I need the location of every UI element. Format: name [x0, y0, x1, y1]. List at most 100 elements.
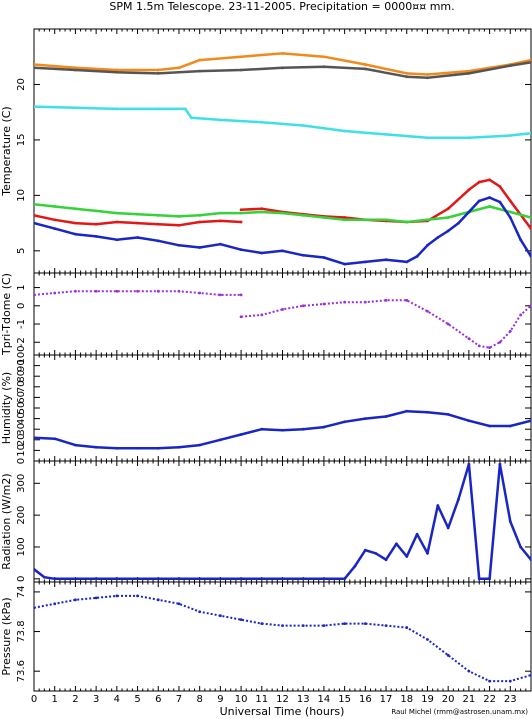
data-point-blue — [508, 424, 512, 428]
y-axis-label: Humidity (%) — [0, 372, 13, 444]
data-point-cyan — [218, 118, 222, 122]
data-point-blue — [467, 419, 471, 423]
data-point-purple — [34, 293, 36, 297]
data-point-orange — [529, 58, 531, 62]
data-point-purple — [467, 337, 471, 340]
x-tick-label: 20 — [442, 694, 455, 705]
y-axis-label: Temperature (C) — [0, 106, 13, 196]
x-tick-label: 6 — [155, 694, 161, 705]
data-point-blue — [94, 235, 98, 238]
data-point-blue — [260, 622, 264, 626]
x-tick-label: 16 — [359, 694, 372, 705]
y-tick-label: 20 — [16, 433, 27, 446]
y-axis-label: Tpri-Tdome (C) — [0, 273, 13, 356]
data-point-red — [239, 208, 243, 212]
data-point-blue — [446, 229, 450, 233]
data-point-purple — [156, 289, 160, 293]
data-point-blue — [198, 610, 202, 614]
x-tick-label: 12 — [276, 694, 289, 705]
data-point-blue — [529, 558, 531, 562]
y-tick-label: 0 — [16, 576, 27, 582]
data-point-blue — [498, 462, 502, 466]
data-point-blue — [519, 545, 523, 549]
data-point-red — [53, 218, 57, 222]
data-point-green — [115, 211, 119, 215]
data-point-purple — [384, 298, 388, 302]
y-tick-label: 300 — [16, 474, 27, 493]
series-cyan-2 — [34, 105, 531, 139]
data-point-gray — [508, 64, 512, 67]
data-point-orange — [177, 66, 181, 70]
data-point-blue — [384, 415, 388, 418]
data-point-gray — [198, 69, 202, 73]
data-point-blue — [488, 196, 491, 199]
y-tick-label: 10 — [16, 189, 27, 202]
y-tick-label: 200 — [16, 506, 27, 525]
data-point-blue — [301, 427, 305, 431]
data-point-gray — [405, 75, 409, 79]
data-point-red — [260, 207, 264, 211]
data-point-blue — [53, 602, 57, 606]
data-point-red — [239, 220, 243, 224]
data-point-blue — [353, 564, 357, 568]
data-point-blue — [156, 598, 160, 602]
data-point-blue — [34, 221, 36, 225]
data-point-blue — [343, 420, 347, 424]
data-point-blue — [94, 445, 98, 449]
x-tick-label: 9 — [217, 694, 223, 705]
data-point-red — [488, 178, 491, 182]
y-tick-label: 73.6 — [16, 660, 27, 682]
data-point-blue — [42, 575, 46, 579]
y-tick-label: 90 — [16, 359, 27, 372]
data-point-purple — [94, 289, 98, 293]
data-point-blue — [239, 433, 243, 436]
y-tick-label: 100 — [16, 345, 27, 364]
data-point-green — [446, 216, 450, 219]
data-point-green — [136, 212, 139, 216]
y-tick-label: 74 — [16, 586, 27, 599]
data-point-green — [343, 218, 347, 222]
data-point-blue — [384, 558, 388, 562]
x-tick-label: 10 — [235, 694, 248, 705]
y-tick-label: 5 — [16, 248, 27, 254]
x-tick-label: 13 — [297, 694, 310, 705]
data-point-blue — [363, 548, 367, 552]
data-point-blue — [426, 551, 429, 555]
data-point-gray — [426, 76, 429, 80]
data-point-green — [156, 213, 160, 217]
data-point-blue — [363, 417, 367, 420]
y-tick-label: -1 — [16, 319, 27, 329]
data-point-blue — [488, 424, 491, 428]
data-point-blue — [281, 428, 284, 432]
plot-frame — [33, 460, 532, 583]
x-tick-label: 18 — [400, 694, 413, 705]
data-point-blue — [260, 251, 264, 255]
x-tick-label: 23 — [504, 694, 517, 705]
series-blue-0 — [34, 594, 531, 683]
data-point-red — [34, 213, 36, 217]
data-point-cyan — [467, 136, 471, 140]
data-point-red — [529, 227, 531, 231]
data-point-green — [529, 216, 531, 219]
data-point-blue — [74, 577, 77, 581]
data-point-orange — [363, 63, 367, 66]
data-point-blue — [446, 653, 450, 657]
x-tick-label: 3 — [93, 694, 99, 705]
data-point-blue — [363, 260, 367, 264]
x-tick-label: 22 — [483, 694, 496, 705]
y-tick-label: 30 — [16, 423, 27, 436]
credit-text: Raul Michel (rmm@astrosen.unam.mx) — [391, 708, 528, 716]
data-point-blue — [53, 577, 57, 581]
data-point-blue — [239, 577, 243, 581]
data-point-gray — [34, 66, 36, 70]
data-point-cyan — [156, 107, 160, 111]
data-point-blue — [384, 258, 388, 262]
data-point-green — [260, 210, 264, 214]
data-point-cyan — [343, 129, 347, 133]
data-point-purple — [498, 340, 502, 344]
x-tick-label: 4 — [114, 694, 120, 705]
series-group — [34, 409, 531, 450]
data-point-gray — [281, 66, 284, 70]
data-point-blue — [374, 551, 378, 555]
